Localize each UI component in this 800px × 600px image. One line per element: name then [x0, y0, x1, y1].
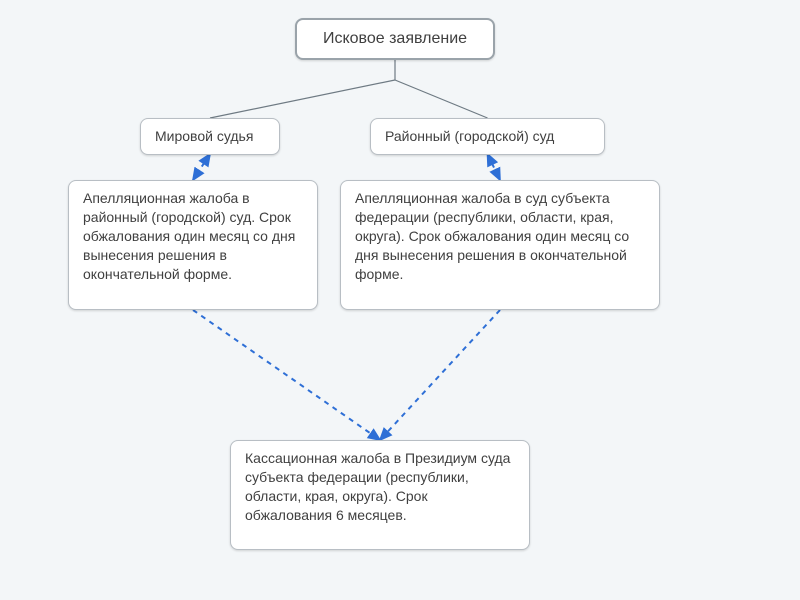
edge-left_mid-left_body	[193, 154, 210, 180]
edge-root-right	[395, 80, 488, 118]
node-root: Исковое заявление	[295, 18, 495, 60]
node-right-body-label: Апелляционная жалоба в суд субъекта феде…	[355, 190, 629, 282]
node-bottom-label: Кассационная жалоба в Президиум суда суб…	[245, 450, 510, 523]
edge-left_body-bottom	[193, 310, 380, 440]
node-right-mid: Районный (городской) суд	[370, 118, 605, 155]
node-right-body: Апелляционная жалоба в суд субъекта феде…	[340, 180, 660, 310]
node-bottom: Кассационная жалоба в Президиум суда суб…	[230, 440, 530, 550]
edge-right_mid-right_body	[488, 154, 501, 180]
node-left-body: Апелляционная жалоба в районный (городск…	[68, 180, 318, 310]
node-left-mid: Мировой судья	[140, 118, 280, 155]
node-left-body-label: Апелляционная жалоба в районный (городск…	[83, 190, 295, 282]
diagram-canvas: Исковое заявление Мировой судья Районный…	[0, 0, 800, 600]
edge-right_body-bottom	[380, 310, 500, 440]
node-right-mid-label: Районный (городской) суд	[385, 128, 554, 144]
node-left-mid-label: Мировой судья	[155, 128, 253, 144]
node-root-label: Исковое заявление	[323, 30, 467, 47]
edge-root-left	[210, 80, 395, 118]
